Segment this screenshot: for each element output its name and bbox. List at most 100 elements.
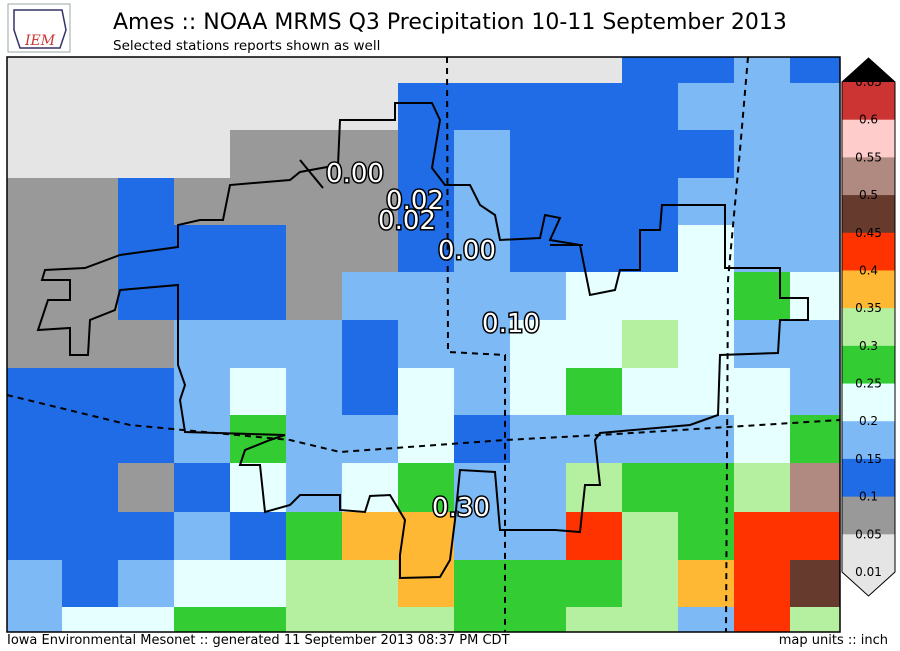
grid-cell [510, 368, 566, 415]
grid-cell [342, 83, 398, 130]
colorbar-segment [842, 157, 895, 196]
colorbar-label: 0.1 [859, 490, 878, 504]
grid-cell [7, 607, 62, 632]
logo-text: IEM [24, 33, 56, 49]
grid-cell [118, 368, 174, 415]
colorbar-segment [842, 421, 895, 460]
grid-cell [622, 463, 678, 512]
grid-cell [454, 272, 510, 320]
colorbar-label: 0.25 [855, 377, 882, 391]
grid-cell [734, 463, 790, 512]
grid-cell [566, 130, 622, 178]
grid-cell [566, 272, 622, 320]
colorbar-label: 0.6 [859, 113, 878, 127]
grid-cell [118, 178, 174, 225]
colorbar-label: 0.3 [859, 339, 878, 353]
grid-cell [734, 320, 790, 368]
station-reports: 0.000.020.020.000.100.30 [325, 158, 542, 525]
colorbar-segment [842, 345, 895, 385]
grid-cell [62, 560, 118, 607]
grid-cell [566, 225, 622, 272]
grid-cell [734, 272, 790, 320]
grid-cell [286, 368, 342, 415]
grid-cell [62, 57, 118, 83]
grid-cell [286, 560, 342, 607]
grid-cell [790, 57, 840, 83]
grid-cell [454, 512, 510, 560]
grid-cell [342, 368, 398, 415]
grid-cell [174, 560, 230, 607]
grid-cell [7, 178, 62, 225]
colorbar-segment [842, 270, 895, 309]
grid-cell [454, 368, 510, 415]
grid-cell [566, 607, 622, 632]
grid-cell [7, 320, 62, 368]
colorbar-label: 0.05 [855, 527, 882, 541]
grid-cell [678, 512, 734, 560]
grid-cell [230, 83, 286, 130]
grid-cell [174, 272, 230, 320]
grid-cell [118, 560, 174, 607]
grid-cell [678, 57, 734, 83]
grid-cell [454, 57, 510, 83]
grid-cell [342, 320, 398, 368]
grid-cell [174, 320, 230, 368]
grid-cell [790, 225, 840, 272]
grid-cell [174, 178, 230, 225]
city-boundary [36, 102, 809, 580]
grid-cell [734, 57, 790, 83]
grid-cell [454, 225, 510, 272]
grid-cell [454, 130, 510, 178]
colorbar-label: 0.35 [855, 301, 882, 315]
station-label: 0.00 [438, 236, 496, 266]
grid-cell [286, 225, 342, 272]
grid-cell [510, 130, 566, 178]
station-label: 0.02 [386, 186, 444, 216]
grid-cell [510, 320, 566, 368]
grid-cell [678, 130, 734, 178]
grid-cell [398, 83, 454, 130]
grid-cell [174, 607, 230, 632]
grid-cell [622, 415, 678, 463]
grid-cell [62, 83, 118, 130]
grid-cell [7, 560, 62, 607]
grid-cell [622, 225, 678, 272]
colorbar-label: 0.15 [855, 452, 882, 466]
county-line [725, 56, 749, 633]
grid-cell [678, 607, 734, 632]
grid-cell [566, 512, 622, 560]
grid-cell [510, 225, 566, 272]
grid-cell [342, 57, 398, 83]
grid-cell [734, 130, 790, 178]
grid-cell [510, 607, 566, 632]
colorbar-segment [842, 458, 895, 498]
grid-cell [342, 225, 398, 272]
colorbar-segment [842, 496, 895, 535]
grid-cell [230, 320, 286, 368]
station-label: 0.30 [432, 493, 490, 523]
grid-cell [118, 57, 174, 83]
grid-cell [7, 130, 62, 178]
grid-cell [230, 57, 286, 83]
grid-cell [622, 272, 678, 320]
grid-cell [174, 415, 230, 463]
station-label: 0.10 [482, 309, 540, 339]
grid-cell [510, 57, 566, 83]
grid-cell [510, 83, 566, 130]
grid-cell [286, 178, 342, 225]
grid-cell [286, 57, 342, 83]
colorbar-label: 0.55 [855, 150, 882, 164]
grid-cell [678, 463, 734, 512]
grid-cell [230, 225, 286, 272]
grid-cell [174, 463, 230, 512]
grid-cell [734, 225, 790, 272]
grid-cell [566, 57, 622, 83]
colorbar-label: 0.65 [855, 75, 882, 89]
grid-cell [398, 272, 454, 320]
grid-cell [678, 415, 734, 463]
grid-cell [734, 415, 790, 463]
grid-cell [7, 225, 62, 272]
grid-cell [398, 320, 454, 368]
colorbar-label: 0.01 [855, 565, 882, 579]
